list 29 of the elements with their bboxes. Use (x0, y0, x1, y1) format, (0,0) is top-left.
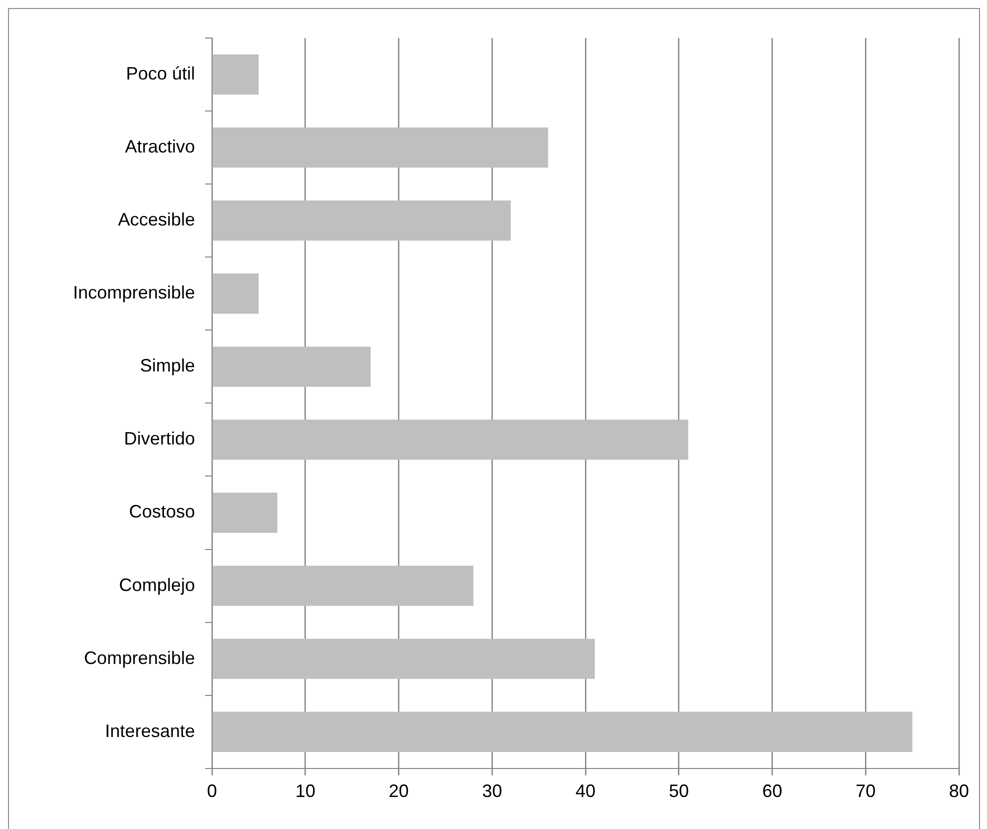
bar (212, 127, 548, 168)
y-tick-label: Simple (140, 356, 195, 376)
x-tick-label: 80 (948, 781, 970, 802)
bar (212, 200, 511, 241)
x-tick-label: 50 (668, 781, 689, 802)
bar (212, 492, 278, 533)
y-tick-label: Comprensible (84, 648, 195, 668)
x-tick-label: 0 (206, 781, 218, 802)
x-tick-label: 30 (482, 781, 502, 802)
x-tick-label: 10 (295, 781, 316, 802)
bar (212, 566, 474, 606)
y-tick-label: Atractivo (124, 136, 195, 157)
x-tick-label: 70 (856, 781, 876, 802)
y-tick-label: Incomprensible (72, 282, 195, 303)
bar (212, 274, 259, 314)
x-tick-label: 60 (762, 781, 782, 802)
bar (212, 638, 595, 679)
y-tick-label: Costoso (128, 502, 195, 522)
bar (212, 712, 912, 752)
y-tick-label: Interesante (104, 720, 195, 741)
bar (212, 420, 688, 460)
bar (212, 54, 259, 95)
y-tick-label: Complejo (118, 574, 195, 595)
y-tick-label: Accesible (118, 210, 195, 230)
x-tick-label: 40 (575, 781, 596, 802)
y-tick-label: Poco útil (126, 63, 195, 84)
y-tick-label: Divertido (124, 428, 195, 449)
x-tick-label: 20 (388, 781, 409, 802)
bar (212, 346, 371, 387)
